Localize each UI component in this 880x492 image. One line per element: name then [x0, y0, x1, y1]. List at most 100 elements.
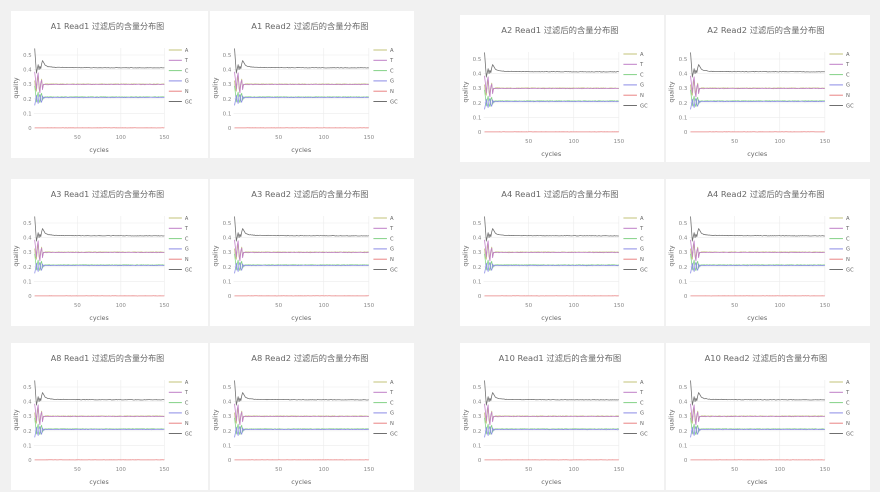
legend-label-GC: GC — [846, 431, 854, 437]
grid — [33, 380, 165, 461]
legend-label-N: N — [390, 89, 394, 95]
y-tick-label: 0 — [28, 458, 32, 464]
x-tick-label: 50 — [731, 467, 739, 473]
y-tick-label: 0.4 — [473, 400, 482, 406]
x-tick-label: 100 — [116, 135, 127, 141]
legend-label-T: T — [639, 390, 644, 396]
y-tick-label: 0.3 — [679, 86, 688, 92]
legend-label-GC: GC — [390, 431, 398, 437]
chart-card-a10-read1: A10 Read1 过滤后的含量分布图 0 0.1 0.2 0.3 0.4 0.5 50 100… — [460, 343, 664, 490]
y-axis-label: quality — [212, 245, 219, 266]
y-tick-label: 0.4 — [23, 400, 32, 406]
legend-label-A: A — [390, 48, 394, 54]
chart-svg: A10 Read1 过滤后的含量分布图 0 0.1 0.2 0.3 0.4 0.5 50 100… — [462, 353, 648, 486]
chart-card-a10-read2: A10 Read2 过滤后的含量分布图 0 0.1 0.2 0.3 0.4 0.5 50 100… — [666, 343, 870, 490]
legend-label-C: C — [185, 400, 189, 406]
legend-label-G: G — [846, 247, 850, 253]
legend-label-GC: GC — [846, 267, 854, 273]
y-tick-label: 0.1 — [223, 279, 232, 285]
x-axis-label: cycles — [89, 147, 108, 154]
y-axis-label: quality — [668, 81, 675, 102]
legend-label-C: C — [640, 400, 644, 406]
series-line-C — [34, 417, 165, 435]
legend-label-C: C — [846, 236, 850, 242]
series-line-G — [34, 426, 165, 438]
legend-label-T: T — [639, 62, 644, 68]
grid — [689, 380, 826, 461]
legend-label-GC: GC — [640, 431, 648, 437]
series-line-GC — [690, 380, 825, 406]
y-tick-label: 0.4 — [23, 236, 32, 242]
y-tick-label: 0.5 — [473, 57, 482, 63]
legend-label-T: T — [845, 62, 850, 68]
grid — [233, 48, 370, 129]
y-tick-label: 0.2 — [223, 429, 232, 435]
series-line-A — [34, 75, 165, 92]
legend-label-GC: GC — [185, 267, 193, 273]
legend-label-N: N — [640, 421, 644, 427]
y-tick-label: 0.2 — [23, 265, 31, 271]
series-line-G — [484, 426, 619, 438]
x-tick-label: 150 — [820, 303, 831, 309]
y-tick-label: 0.5 — [23, 221, 31, 227]
chart-svg: A10 Read2 过滤后的含量分布图 0 0.1 0.2 0.3 0.4 0.5 50 100… — [668, 353, 854, 486]
legend-label-A: A — [185, 48, 189, 54]
chart-svg: A4 Read1 过滤后的含量分布图 0 0.1 0.2 0.3 0.4 0.5 50 100 1… — [462, 189, 648, 322]
x-tick-label: 150 — [364, 467, 375, 473]
x-tick-label: 150 — [614, 139, 625, 145]
series-line-G — [484, 98, 619, 110]
y-tick-label: 0.2 — [679, 265, 688, 271]
y-tick-label: 0 — [478, 458, 482, 464]
series-line-T — [484, 239, 619, 262]
x-tick-label: 150 — [159, 135, 170, 141]
series-line-T — [484, 75, 619, 98]
y-tick-label: 0.2 — [473, 429, 482, 435]
legend-label-A: A — [390, 216, 394, 222]
grid — [233, 380, 370, 461]
legend-label-GC: GC — [185, 99, 193, 105]
legend-label-T: T — [184, 390, 189, 396]
grid — [33, 216, 165, 297]
chart-title: A2 Read1 过滤后的含量分布图 — [501, 25, 618, 35]
y-tick-label: 0.3 — [679, 414, 688, 420]
legend-label-G: G — [640, 411, 644, 417]
series-line-T — [234, 239, 369, 262]
legend-label-C: C — [185, 68, 189, 74]
y-tick-label: 0 — [478, 294, 482, 300]
legend-label-T: T — [845, 226, 850, 232]
y-tick-label: 0.2 — [473, 265, 482, 271]
series-line-GC — [690, 216, 825, 242]
y-tick-label: 0.1 — [679, 115, 688, 121]
legend-label-G: G — [390, 411, 394, 417]
chart-card-a1-read2: A1 Read2 过滤后的含量分布图 0 0.1 0.2 0.3 0.4 0.5 50 100 1… — [210, 11, 414, 158]
y-tick-label: 0.3 — [23, 82, 31, 88]
series-line-T — [34, 239, 165, 262]
x-tick-label: 100 — [569, 303, 580, 309]
series-line-C — [234, 417, 369, 435]
series-line-T — [484, 403, 619, 426]
x-axis-label: cycles — [291, 147, 311, 154]
legend-label-C: C — [846, 72, 850, 78]
x-axis-label: cycles — [541, 479, 561, 486]
x-tick-label: 50 — [74, 135, 81, 141]
y-tick-label: 0 — [684, 294, 688, 300]
legend-label-N: N — [846, 257, 850, 263]
x-tick-label: 50 — [525, 467, 533, 473]
legend-label-T: T — [184, 226, 189, 232]
y-tick-label: 0 — [28, 294, 32, 300]
series-line-A — [690, 243, 825, 260]
legend-label-T: T — [389, 390, 394, 396]
x-tick-label: 100 — [319, 303, 330, 309]
series-line-C — [484, 417, 619, 435]
chart-title: A10 Read2 过滤后的含量分布图 — [705, 353, 828, 363]
y-tick-label: 0.4 — [473, 72, 482, 78]
y-axis-label: quality — [462, 245, 469, 266]
legend-label-A: A — [640, 380, 644, 386]
x-axis-label: cycles — [291, 315, 311, 322]
y-tick-label: 0.3 — [223, 414, 232, 420]
x-tick-label: 150 — [614, 467, 625, 473]
series-line-T — [690, 239, 825, 262]
